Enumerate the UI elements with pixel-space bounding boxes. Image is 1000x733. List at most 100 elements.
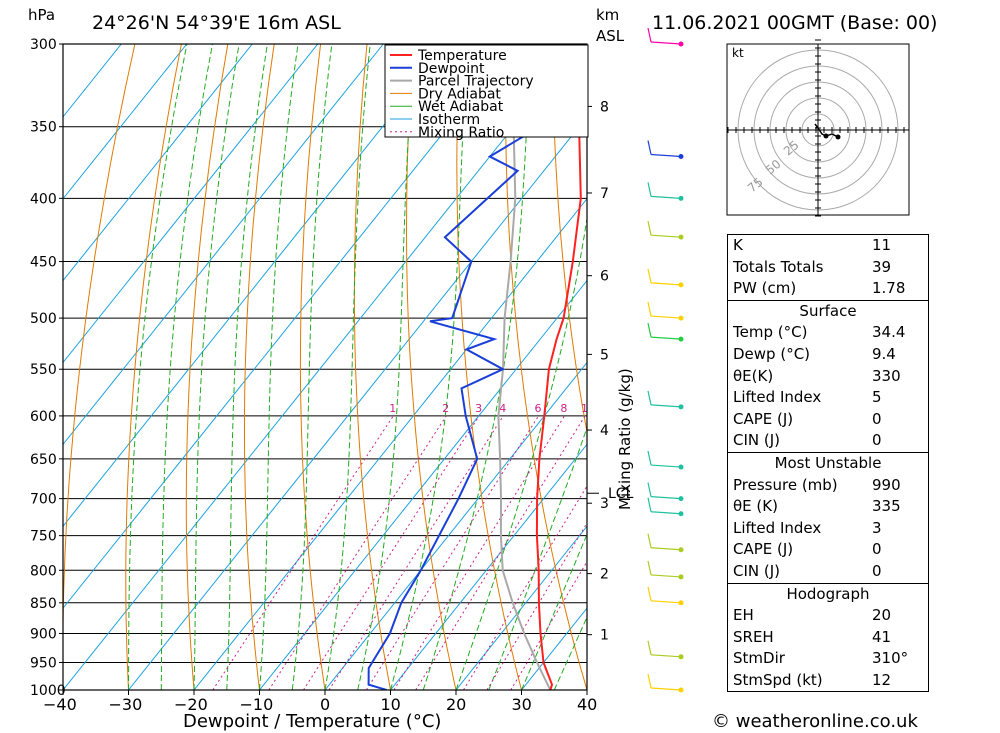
stat-value: 11 [872,236,892,254]
wind-barb-flag [647,27,652,43]
stat-row: SREH 41 [728,627,928,649]
stat-row: θE (K) 335 [728,496,928,518]
mixing-ratio-line [365,415,539,690]
stat-label: EH [733,606,754,625]
stat-value: 3 [872,518,882,537]
mixing-ratio-line [415,415,586,690]
pressure-tick-label: 700 [30,492,57,508]
wind-barb-dot [678,496,684,502]
wind-barb-flag [647,301,652,317]
dewpoint-line [367,44,555,690]
wet-adiabat [193,44,240,690]
stat-row: θE(K) 330 [728,366,928,388]
stat-value: 20 [872,606,892,625]
stat-value: 1.78 [872,279,906,298]
stat-label: CIN (J) [733,561,781,580]
wind-barb-flag [647,497,652,512]
mixing-ratio-label: 2 [442,402,449,415]
pressure-tick-label: 500 [30,311,57,327]
stat-value: 41 [872,627,892,646]
dry-adiabat [924,44,1000,690]
wet-adiabat [160,44,213,690]
pressure-tick-label: 950 [30,655,57,671]
pressure-tick-label: 550 [30,362,57,378]
isotherm-line [128,116,587,690]
wind-barb [650,547,682,551]
stat-row: CIN (J) 0 [728,561,928,583]
mixing-ratio-label: 10 [581,402,595,415]
wind-barb [650,654,682,658]
stat-row: PW (cm) 1.78 [728,278,928,300]
legend-entry: Temperature [417,48,507,64]
stat-label: CIN (J) [733,431,781,450]
dry-adiabat [456,44,522,690]
wet-adiabat [521,533,587,690]
stat-label: K [733,236,743,254]
wind-barb [650,282,682,286]
wind-barb-flag [647,221,652,236]
stat-row: Pressure (mb) 990 [728,475,928,497]
wind-barb-dot [678,547,684,553]
wind-barb [650,404,682,408]
isotherm-line [63,44,253,282]
hodograph-unit: kt [732,46,744,60]
temperature-tick-label: −40 [43,695,77,714]
mixing-ratio-axis-label: Mixing Ratio (g/kg) [616,368,634,510]
dry-adiabat [185,44,229,690]
stat-value: 9.4 [872,344,896,363]
stat-row: Temp (°C) 34.4 [728,322,928,344]
wet-adiabat [553,615,587,690]
km-tick-label: 3 [600,496,609,512]
pressure-tick-label: 400 [30,191,57,207]
pressure-tick-label: 450 [30,255,57,271]
stat-value: 330 [872,366,901,385]
mixing-ratio-label: 20 [648,402,662,415]
hodograph-title: Hodograph [786,584,870,603]
pressure-tick-label: 300 [30,37,57,53]
km-tick-label: 2 [600,567,609,583]
dry-adiabat [505,44,587,690]
wind-barb-dot [678,41,684,47]
stat-label: θE (K) [733,497,778,516]
wet-adiabat [390,44,468,690]
wind-barb-dot [678,315,684,321]
wind-barb-dot [678,234,684,240]
stat-label: Lifted Index [733,518,822,537]
isotherm-line [63,44,122,118]
wind-barb-flag [647,450,652,466]
mixing-ratio-line [328,415,504,690]
pressure-tick-label: 800 [30,563,57,579]
wind-barb-dot [678,464,684,470]
stats-panel: K 11 Totals Totals 39 PW (cm) 1.78 Surface Te… [727,234,929,693]
temperature-line [535,44,582,690]
legend-entry: Isotherm [418,112,480,128]
wind-barb [650,315,682,319]
stat-row: Lifted Index 3 [728,518,928,540]
mixing-ratio-line [393,415,565,690]
datetime-title: 11.06.2021 00GMT (Base: 00) [652,12,937,34]
isotherm-line [193,197,587,690]
stat-value: 0 [872,431,882,450]
dry-adiabat [552,44,587,436]
parcel-trajectory-line [497,44,552,690]
pressure-tick-label: 1000 [30,683,66,699]
wind-barb [650,574,682,578]
wind-barb [650,600,682,604]
isotherm-line [63,44,581,690]
stat-value: 0 [872,540,882,559]
plot-frame [62,43,588,691]
pressure-tick-label: 750 [30,529,57,545]
dry-adiabat [971,44,1000,690]
isotherm-line [63,44,319,364]
isotherm-line [63,44,188,200]
mixing-ratio-line [212,415,394,690]
temperature-tick-label: 10 [381,695,401,714]
wind-barb [650,195,682,199]
mixing-ratio-label: 1 [389,402,396,415]
stat-value: 34.4 [872,323,906,342]
wet-adiabat [226,44,268,690]
wind-barb-flag [647,323,652,338]
stat-label: Dewp (°C) [733,344,811,363]
dry-adiabat [299,44,326,690]
